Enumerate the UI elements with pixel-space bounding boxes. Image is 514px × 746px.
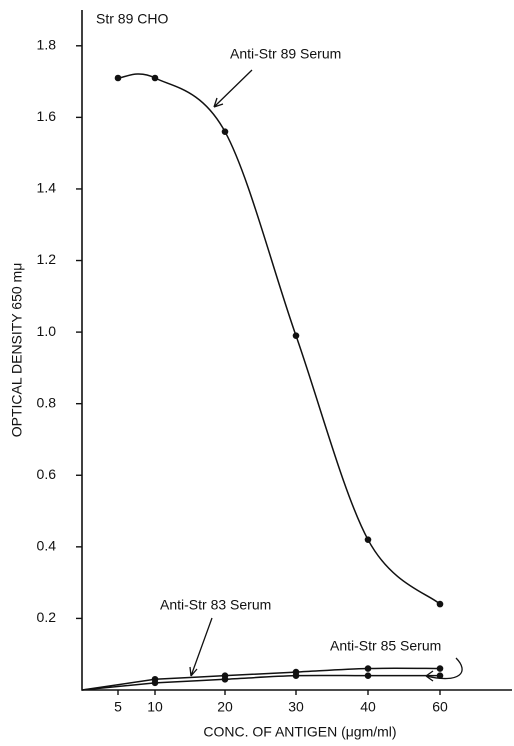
series-line [81, 667, 441, 691]
x-tick-label: 30 [288, 699, 304, 715]
series-line [117, 73, 441, 605]
series-label: Anti-Str 89 Serum [230, 46, 341, 62]
axes [81, 10, 512, 691]
x-tick-label: 10 [147, 699, 163, 715]
data-point [151, 679, 159, 687]
y-tick-label: 0.6 [37, 466, 57, 482]
data-point [114, 74, 122, 82]
data-point [364, 536, 372, 543]
data-point [436, 665, 444, 672]
y-tick-label: 1.0 [37, 323, 57, 339]
arrow [213, 69, 253, 108]
x-tick-label: 20 [217, 699, 233, 715]
y-tick-label: 0.2 [37, 609, 57, 625]
y-tick-label: 1.8 [37, 36, 57, 52]
data-point [221, 128, 229, 135]
data-point [436, 600, 444, 608]
series-label: Anti-Str 85 Serum [330, 638, 441, 654]
data-point [364, 665, 372, 672]
arrow [189, 617, 213, 677]
data-point [151, 74, 159, 82]
x-tick-label: 60 [432, 699, 448, 715]
data-point [436, 672, 444, 679]
chart-title: Str 89 CHO [96, 11, 168, 27]
data-point [364, 672, 372, 679]
y-tick-label: 1.2 [37, 251, 57, 267]
data-point [292, 332, 300, 339]
data-point [221, 675, 229, 683]
y-tick-label: 0.8 [37, 394, 57, 410]
y-tick-label: 0.4 [37, 538, 57, 554]
y-tick-label: 1.4 [37, 180, 57, 196]
arrow [425, 657, 463, 682]
y-axis-label: OPTICAL DENSITY 650 mμ [9, 263, 25, 438]
x-tick-label: 40 [360, 699, 376, 715]
x-tick-label: 5 [114, 699, 122, 715]
y-tick-label: 1.6 [37, 108, 57, 124]
x-axis-label: CONC. OF ANTIGEN (μgm/ml) [203, 724, 396, 740]
series-label: Anti-Str 83 Serum [160, 597, 271, 613]
data-point [292, 672, 300, 679]
